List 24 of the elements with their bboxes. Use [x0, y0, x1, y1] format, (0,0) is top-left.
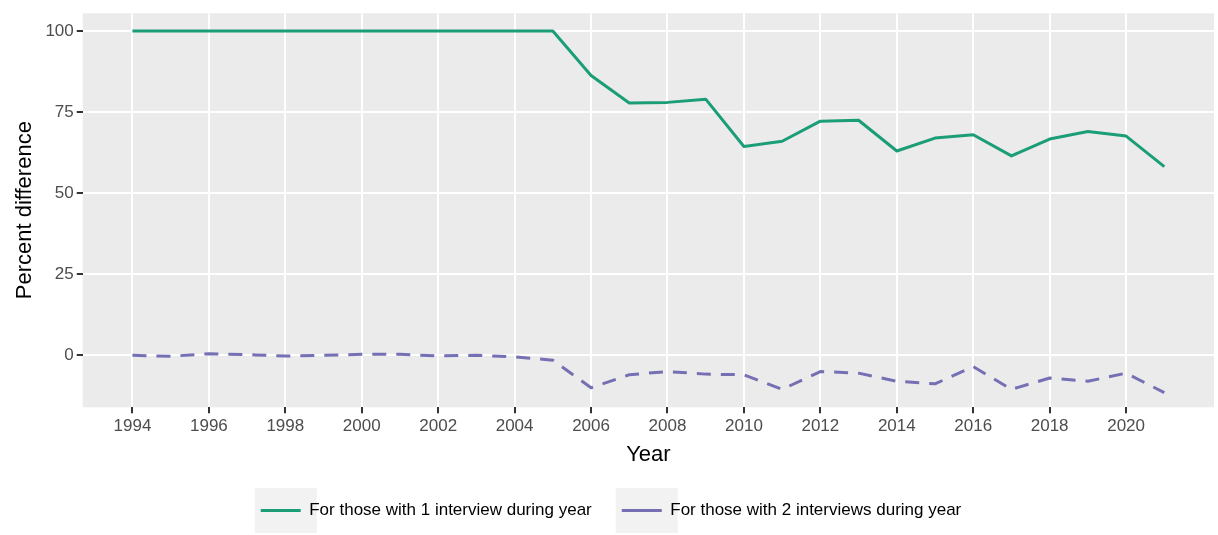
x-tick-label: 2016: [954, 416, 993, 436]
x-tick-label: 1998: [266, 416, 305, 436]
y-tick-label: 0: [64, 345, 74, 364]
y-tick-label: 100: [45, 20, 74, 40]
legend-label: For those with 1 interview during year: [309, 500, 593, 520]
y-tick-label: 25: [54, 263, 74, 283]
x-tick-label: 2018: [1030, 416, 1069, 436]
x-tick-label: 2012: [801, 416, 840, 436]
y-tick-label: 75: [54, 101, 74, 121]
x-tick-label: 2000: [342, 416, 381, 436]
legend-label: For those with 2 interviews during year: [670, 500, 962, 520]
x-tick-label: 2014: [877, 416, 916, 436]
y-axis-title: Percent difference: [11, 121, 37, 300]
y-tick-label: 50: [54, 182, 74, 202]
x-tick-label: 2008: [648, 416, 687, 436]
x-tick-label: 1996: [189, 416, 228, 436]
x-tick-label: 2020: [1107, 416, 1146, 436]
x-tick-label: 2010: [725, 416, 763, 436]
line-series: [130, 352, 1166, 395]
x-tick-label: 1994: [113, 416, 152, 436]
x-axis-title: Year: [626, 440, 671, 466]
x-tick-label: 2002: [419, 416, 458, 436]
x-tick-label: 2006: [572, 416, 610, 436]
x-tick-label: 2004: [495, 416, 534, 436]
